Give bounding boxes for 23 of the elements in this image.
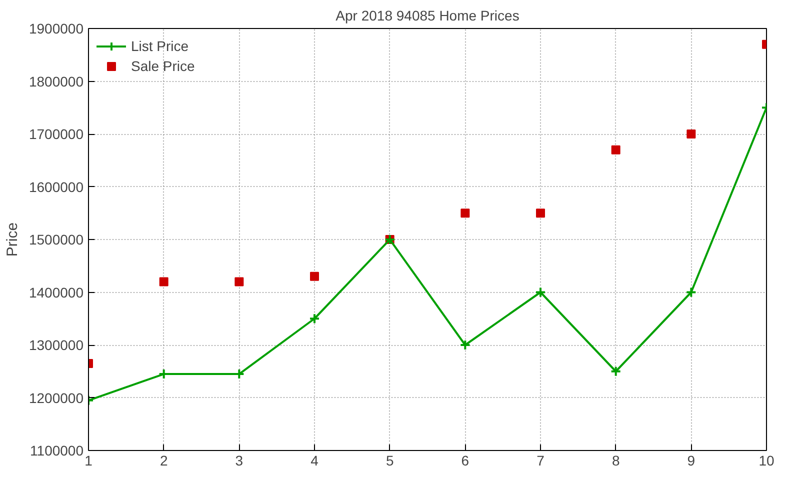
legend-label: List Price (131, 38, 189, 54)
x-tick-label: 10 (758, 452, 774, 468)
y-tick-label: 1400000 (28, 284, 84, 300)
y-tick-label: 1500000 (28, 232, 84, 248)
x-tick-label: 1 (84, 452, 93, 468)
y-axis-title: Price (4, 222, 21, 257)
x-tick-label: 6 (461, 452, 470, 468)
legend-label: Sale Price (131, 58, 195, 74)
y-tick-label: 1100000 (30, 442, 84, 458)
x-tick-label: 8 (612, 452, 620, 468)
y-tick-label: 1600000 (28, 178, 84, 195)
x-tick-label: 7 (536, 452, 545, 468)
y-tick-label: 1700000 (28, 126, 84, 142)
x-tick-label: 2 (160, 452, 168, 468)
y-tick-label: 1200000 (28, 390, 84, 406)
x-tick-label: 9 (687, 452, 696, 468)
x-tick-label: 4 (310, 452, 319, 468)
y-tick-label: 1300000 (28, 337, 84, 353)
x-tick-label: 5 (386, 452, 394, 468)
x-tick-label: 3 (235, 452, 244, 468)
chart-title: Apr 2018 94085 Home Prices (336, 8, 520, 24)
y-tick-label: 1800000 (28, 73, 84, 90)
y-tick-label: 1900000 (28, 20, 84, 36)
